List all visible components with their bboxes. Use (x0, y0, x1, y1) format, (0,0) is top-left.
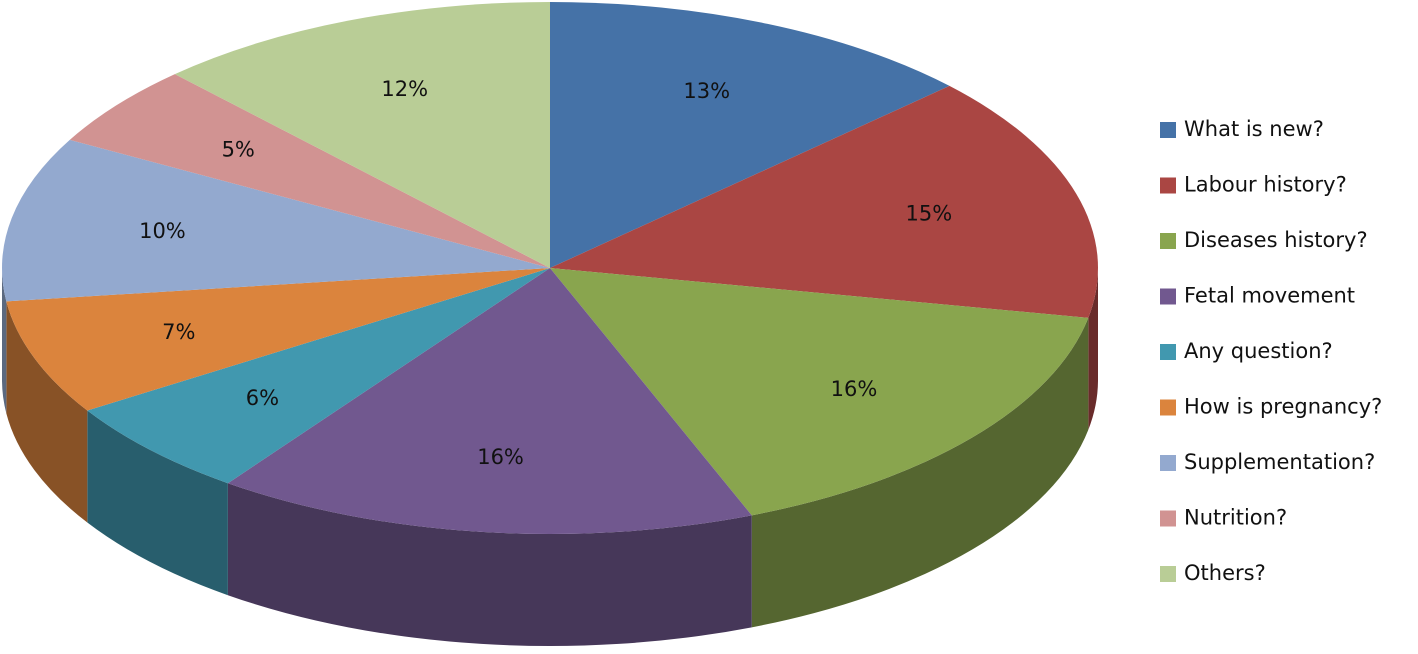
pie-side (751, 317, 1089, 628)
data-label: 10% (139, 219, 186, 243)
pie-slice (87, 268, 551, 484)
legend-swatch (1160, 177, 1176, 194)
pie-slice (550, 2, 950, 268)
pie-side (6, 301, 88, 523)
legend-label: Others? (1184, 561, 1266, 585)
pie-slice (69, 74, 550, 268)
pie-side (2, 268, 7, 414)
legend-swatch (1160, 455, 1176, 471)
legend-label: Any question? (1184, 339, 1333, 363)
legend-label: Labour history? (1184, 173, 1347, 197)
data-label: 5% (222, 138, 255, 162)
legend-label: Diseases history? (1184, 228, 1368, 252)
legend-label: Nutrition? (1184, 506, 1287, 530)
legend-swatch (1160, 510, 1176, 527)
pie-side (87, 410, 228, 596)
legend-swatch (1160, 399, 1176, 416)
legend-label: Fetal movement (1184, 284, 1355, 308)
legend-label: How is pregnancy? (1184, 395, 1382, 419)
data-label: 15% (906, 202, 953, 226)
data-label: 16% (477, 445, 524, 469)
pie-slice (550, 85, 1099, 318)
legend-swatch (1160, 344, 1176, 360)
pie-side (227, 483, 752, 646)
data-label: 6% (246, 386, 279, 410)
legend-swatch (1160, 233, 1176, 249)
pie-slice (227, 268, 752, 534)
legend-swatch (1160, 288, 1176, 305)
pie-slice (550, 268, 1089, 516)
legend-label: Supplementation? (1184, 450, 1375, 474)
data-label: 16% (831, 377, 878, 401)
legend-swatch (1160, 566, 1176, 582)
pie-side (1088, 268, 1098, 430)
pie-slice (174, 1, 551, 268)
data-label: 7% (162, 320, 195, 344)
pie-slice (6, 268, 550, 411)
legend-swatch (1160, 122, 1176, 138)
pie-slice (1, 139, 550, 302)
data-label: 12% (381, 77, 428, 101)
legend-label: What is new? (1184, 117, 1324, 141)
data-label: 13% (683, 79, 730, 103)
